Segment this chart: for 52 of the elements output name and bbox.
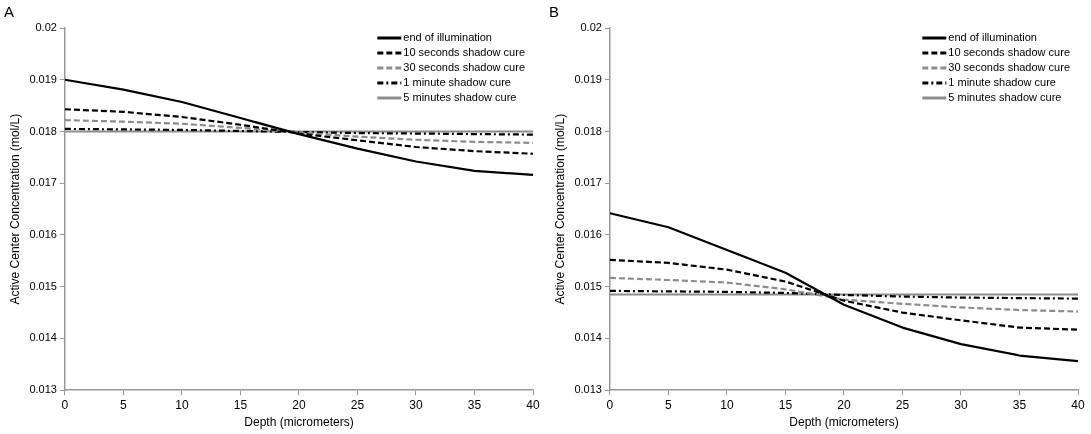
x-tick-label: 30 bbox=[409, 397, 423, 412]
y-tick-label: 0.017 bbox=[574, 176, 602, 189]
x-axis-title: Depth (micrometers) bbox=[244, 415, 354, 430]
legend-label: 1 minute shadow cure bbox=[403, 76, 511, 89]
y-tick-label: 0.014 bbox=[574, 331, 602, 344]
x-axis-title: Depth (micrometers) bbox=[789, 415, 899, 430]
x-tick-label: 5 bbox=[120, 397, 128, 412]
x-tick-label: 15 bbox=[778, 397, 793, 412]
y-axis-title: Active Center Concentration (mol/L) bbox=[7, 113, 22, 305]
x-tick-label: 15 bbox=[233, 397, 248, 412]
x-tick-label: 40 bbox=[526, 397, 540, 412]
y-tick-label: 0.018 bbox=[29, 124, 57, 137]
legend-label: end of illumination bbox=[948, 31, 1037, 44]
y-tick-label: 0.019 bbox=[574, 72, 602, 85]
y-tick-label: 0.018 bbox=[574, 124, 602, 137]
x-tick-label: 40 bbox=[1071, 397, 1085, 412]
y-tick-label: 0.017 bbox=[29, 176, 57, 189]
legend-label: end of illumination bbox=[403, 31, 492, 44]
chart-title: A bbox=[4, 3, 15, 21]
legend-label: 5 minutes shadow cure bbox=[403, 91, 517, 104]
y-tick-label: 0.013 bbox=[574, 383, 602, 396]
x-tick-label: 35 bbox=[467, 397, 482, 412]
x-tick-label: 20 bbox=[837, 397, 851, 412]
y-tick-label: 0.015 bbox=[29, 279, 57, 292]
legend-label: 1 minute shadow cure bbox=[948, 76, 1056, 89]
x-tick-label: 20 bbox=[292, 397, 306, 412]
x-tick-label: 5 bbox=[665, 397, 673, 412]
legend-label: 30 seconds shadow cure bbox=[948, 61, 1070, 74]
y-tick-label: 0.016 bbox=[29, 228, 57, 240]
y-tick-label: 0.015 bbox=[574, 279, 602, 292]
y-tick-label: 0.016 bbox=[574, 228, 602, 240]
legend-label: 10 seconds shadow cure bbox=[403, 46, 525, 59]
y-tick-label: 0.02 bbox=[580, 21, 602, 34]
y-tick-label: 0.013 bbox=[29, 383, 57, 396]
line-series bbox=[609, 276, 1078, 313]
x-tick-label: 0 bbox=[61, 397, 69, 412]
x-tick-label: 10 bbox=[720, 397, 734, 412]
x-tick-label: 25 bbox=[350, 397, 365, 412]
line-series bbox=[64, 119, 533, 144]
legend-label: 30 seconds shadow cure bbox=[403, 61, 525, 74]
y-tick-label: 0.019 bbox=[29, 72, 57, 85]
x-tick-label: 10 bbox=[175, 397, 189, 412]
legend-label: 5 minutes shadow cure bbox=[948, 91, 1062, 104]
x-tick-label: 30 bbox=[954, 397, 968, 412]
x-tick-label: 35 bbox=[1012, 397, 1027, 412]
chart-title: B bbox=[549, 3, 560, 21]
y-tick-label: 0.014 bbox=[29, 331, 57, 344]
y-axis-title: Active Center Concentration (mol/L) bbox=[552, 113, 567, 305]
legend-label: 10 seconds shadow cure bbox=[948, 46, 1070, 59]
x-tick-label: 0 bbox=[606, 397, 614, 412]
x-tick-label: 25 bbox=[895, 397, 910, 412]
y-tick-label: 0.02 bbox=[35, 21, 57, 34]
